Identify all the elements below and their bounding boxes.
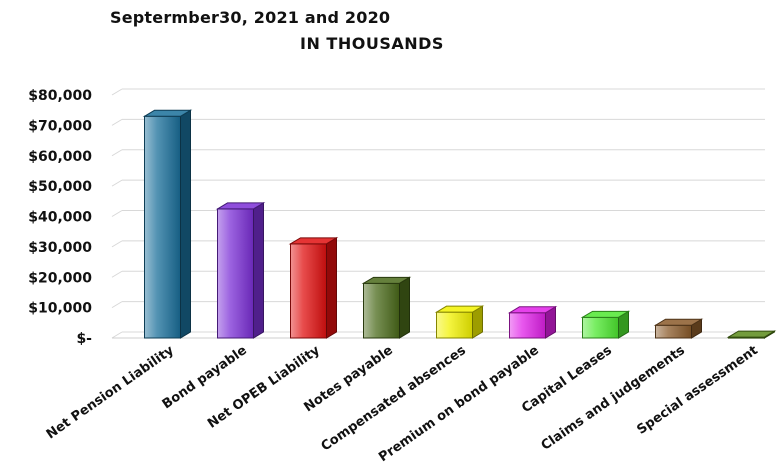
gridline-depth xyxy=(111,88,123,96)
y-tick-label: $40,000 xyxy=(28,210,92,226)
y-tick-label: $- xyxy=(76,331,92,347)
bar xyxy=(507,305,558,339)
x-tick-label: Special assessment xyxy=(634,343,760,438)
bar xyxy=(653,318,704,339)
gridline-depth xyxy=(111,301,123,309)
y-tick-label: $50,000 xyxy=(28,179,92,195)
bar xyxy=(361,276,412,339)
y-tick-label: $10,000 xyxy=(28,301,92,317)
bar xyxy=(142,109,193,339)
chart-title-line2: IN THOUSANDS xyxy=(300,34,444,53)
y-tick-label: $70,000 xyxy=(28,118,92,134)
gridline-depth xyxy=(111,270,123,278)
x-tick-label: Compensated absences xyxy=(319,343,469,455)
y-tick-label: $60,000 xyxy=(28,149,92,165)
gridline-depth xyxy=(111,149,123,157)
gridline-depth xyxy=(111,331,123,339)
y-tick-label: $80,000 xyxy=(28,88,92,104)
y-tick-label: $30,000 xyxy=(28,240,92,256)
gridline-depth xyxy=(111,240,123,248)
y-tick-label: $20,000 xyxy=(28,270,92,286)
bar xyxy=(215,202,266,339)
bar xyxy=(580,310,631,339)
gridline-depth xyxy=(111,179,123,187)
bar xyxy=(434,305,485,339)
x-tick-label: Claims and judgements xyxy=(539,343,688,454)
gridline-depth xyxy=(111,210,123,217)
bar xyxy=(726,330,777,339)
gridline-depth xyxy=(111,118,123,126)
chart-title-line1: Septermber30, 2021 and 2020 xyxy=(110,8,391,27)
bar xyxy=(288,236,339,339)
x-tick-label: Net Pension Liability xyxy=(44,343,177,443)
chart-title: Septermber30, 2021 and 2020 IN THOUSANDS xyxy=(0,0,779,60)
